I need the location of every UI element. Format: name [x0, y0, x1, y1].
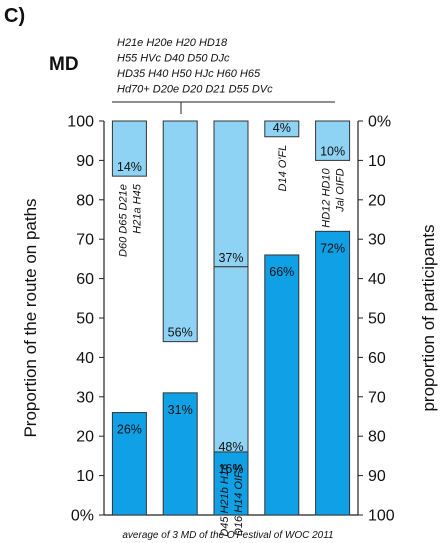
right-tick-label: 50	[368, 311, 386, 328]
group-category-label: D45 H21b H16	[219, 463, 231, 537]
header-category-line: HD35 H40 H50 HJc H60 H65	[117, 68, 261, 80]
group-category-label: H21a H45	[131, 183, 143, 233]
right-tick-label: 70	[368, 389, 386, 406]
participant-bar	[111, 120, 147, 177]
group-category-label: HD12 HD10	[321, 168, 333, 228]
left-tick-label: 60	[76, 271, 94, 288]
path-bar-label: 31%	[168, 403, 193, 417]
path-bar	[111, 412, 147, 516]
right-tick-label: 80	[368, 429, 386, 446]
path-bar	[264, 254, 300, 516]
participant-bar	[315, 120, 351, 161]
participant-bar	[264, 120, 300, 138]
right-tick-label: 0%	[368, 114, 391, 131]
header-category-list: H21e H20e H20 HD18 H55 HVc D40 D50 DJc HD3…	[117, 37, 273, 96]
path-bar	[162, 392, 198, 516]
left-tick-label: 0%	[71, 508, 94, 525]
participant-bar	[213, 120, 249, 268]
path-bar-label: 26%	[117, 423, 142, 437]
participant-bar-label: 48%	[218, 440, 243, 454]
panel-label: C)	[4, 5, 25, 27]
left-axis-title: Proportion of the route on paths	[21, 198, 40, 437]
left-tick-label: 40	[76, 350, 94, 367]
left-tick-label: 30	[76, 389, 94, 406]
right-tick-label: 20	[368, 192, 386, 209]
left-tick-label: 70	[76, 232, 94, 249]
group-category-label: Jal OIFD	[335, 168, 347, 212]
left-tick-label: 20	[76, 429, 94, 446]
group-category-label: D14 O'FL	[277, 145, 289, 192]
header-bracket	[112, 101, 335, 114]
right-tick-label: 30	[368, 232, 386, 249]
chart-title: MD	[49, 54, 79, 75]
participant-bar	[213, 266, 249, 457]
group-category-label: D60 D65 D21e	[117, 184, 129, 257]
left-axis-ticks: 0% 10 20 30 40 50 60 70 80 90 100	[67, 114, 104, 525]
left-tick-label: 100	[67, 114, 94, 131]
left-tick-label: 10	[76, 468, 94, 485]
path-bar-label: 16%	[218, 462, 243, 476]
right-axis-ticks: 100 90 80 70 60 50 40 30 20 10 0%	[358, 114, 395, 525]
participant-bar-label: 14%	[117, 160, 142, 174]
participant-bar-label: 37%	[218, 251, 243, 265]
bars: 14% 26% 56% 31% 37% 48% 16% 4% 66% 10% 72%	[111, 120, 351, 516]
right-tick-label: 90	[368, 468, 386, 485]
right-axis-title: proportion of participants	[419, 224, 438, 411]
left-tick-label: 50	[76, 311, 94, 328]
header-category-line: H21e H20e H20 HD18	[117, 37, 228, 49]
right-tick-label: 10	[368, 153, 386, 170]
participant-bar-label: 10%	[320, 144, 345, 158]
path-bar	[315, 230, 351, 516]
right-tick-label: 60	[368, 350, 386, 367]
right-tick-label: 40	[368, 271, 386, 288]
path-bar	[213, 451, 249, 516]
footnote: average of 3 MD of the O'Festival of WOC…	[122, 530, 333, 541]
header-category-line: Hd70+ D20e D20 D21 D55 DVc	[117, 84, 273, 96]
header-category-line: H55 HVc D40 D50 DJc	[117, 53, 230, 65]
participant-bar	[162, 120, 198, 343]
participant-bar-label: 4%	[273, 121, 291, 135]
group-category-label: D16 H14 OIFS	[233, 463, 245, 536]
left-tick-label: 90	[76, 153, 94, 170]
right-tick-label: 100	[368, 508, 395, 525]
path-bar-label: 66%	[269, 265, 294, 279]
group-category-labels: D60 D65 D21e H21a H45 D45 H21b H16 D16 H14 …	[117, 145, 346, 537]
participant-bar-label: 56%	[168, 326, 193, 340]
path-bar-label: 72%	[320, 241, 345, 255]
left-tick-label: 80	[76, 192, 94, 209]
